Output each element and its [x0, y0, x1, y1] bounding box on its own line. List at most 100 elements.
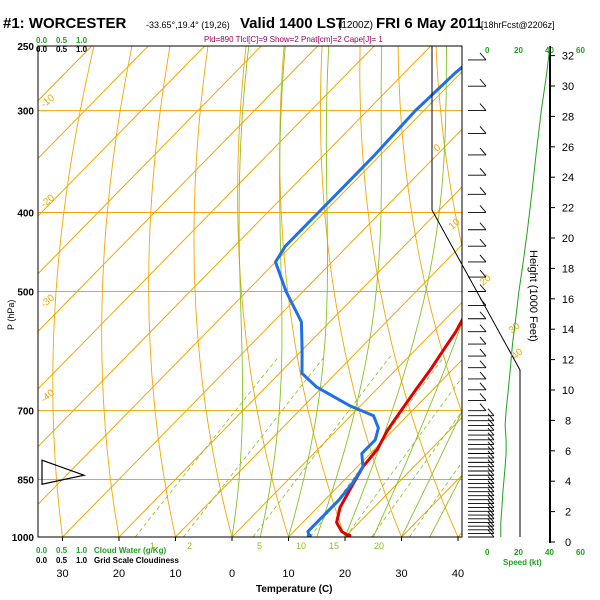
temp-tick-label: 10: [169, 568, 181, 580]
isotherm: [38, 46, 375, 390]
wind-panel-outline: [431, 46, 521, 537]
speed-top-0: 0: [485, 46, 490, 55]
wind-barb-flag: [479, 254, 487, 263]
temp-tick-label: 20: [339, 568, 351, 580]
speed-bot-20: 20: [514, 548, 523, 557]
dry-adiabat: [509, 17, 600, 555]
height-tick-label: 0: [565, 537, 571, 549]
wind-barb-flag: [479, 360, 487, 368]
isotherm: [38, 46, 206, 217]
dry-adiabat: [279, 46, 346, 537]
legend-cloudwater-1: 0.5: [56, 546, 68, 555]
pressure-tick-label: 700: [17, 407, 34, 418]
mixing-ratio-label: 2: [187, 541, 192, 551]
isotherm-label: -40: [39, 387, 57, 405]
legend-top2-2: 1.0: [76, 45, 88, 54]
legend-top-2: 1.0: [76, 36, 88, 45]
legend-cloudwater-2: 1.0: [76, 546, 88, 555]
dry-adiabat: [193, 46, 233, 537]
dry-adiabat: [148, 46, 176, 537]
mixing-ratio-line: [183, 355, 326, 537]
mixing-ratio-line: [409, 461, 462, 537]
isotherm-label: -10: [39, 92, 57, 110]
height-tick-label: 30: [562, 81, 574, 93]
forecast-run: [18hrFcst@2206z]: [481, 20, 555, 30]
pressure-tick-label: 400: [17, 208, 34, 219]
legend-cloudiness-2: 1.0: [76, 556, 88, 565]
speed-top-60: 60: [576, 46, 585, 55]
mixing-ratio-label: 20: [374, 541, 384, 551]
height-tick-label: 22: [562, 203, 574, 215]
dry-adiabat: [101, 46, 133, 537]
mixing-ratio-line: [371, 410, 462, 537]
moist-adiabat: [372, 321, 462, 537]
isotherm-label: -20: [39, 192, 57, 210]
isotherm: [175, 243, 462, 537]
height-tick-label: 18: [562, 263, 574, 275]
wind-barb-flag: [479, 348, 487, 357]
legend-top2-1: 0.5: [56, 45, 68, 54]
wind-speed-line: [500, 45, 551, 537]
moist-adiabat: [288, 46, 330, 537]
mixing-ratio-line: [252, 355, 391, 537]
isotherm: [118, 186, 462, 537]
speed-bot-40: 40: [545, 548, 554, 557]
moist-adiabat: [316, 46, 383, 537]
speed-top-20: 20: [514, 46, 523, 55]
isotherm: [62, 128, 462, 537]
wind-barb-flag: [479, 324, 487, 332]
wind-barb-flag: [487, 492, 495, 500]
pressure-tick-label: 250: [17, 42, 34, 53]
temp-tick-label: 10: [282, 568, 294, 580]
moist-adiabat: [344, 46, 447, 537]
dry-adiabat: [397, 46, 462, 415]
height-tick-label: 26: [562, 142, 574, 154]
legend-cloudiness-0: 0.0: [36, 556, 48, 565]
height-tick-label: 20: [562, 233, 574, 245]
stability-indices: Pld=890 Tlcl[C]=9 Show=2 Pnat[cm]=2 Cape…: [204, 35, 383, 44]
wind-barb-flag: [479, 187, 487, 195]
sounding-series: [274, 65, 462, 537]
legend-top2-0: 0.0: [36, 45, 48, 54]
wind-barb-flag: [479, 393, 487, 401]
wind-barb-flag: [479, 403, 487, 411]
legend-top-0: 0.0: [36, 36, 48, 45]
height-tick-label: 12: [562, 355, 574, 367]
wind-barb-flag: [487, 437, 495, 445]
wind-barb-flag: [487, 441, 495, 450]
height-tick-label: 6: [565, 446, 571, 458]
speed-bot-0: 0: [485, 548, 490, 557]
legend-cloudiness-1: 0.5: [56, 556, 68, 565]
y-axis-title: P (hPa): [6, 300, 16, 330]
wind-barb-flag: [479, 382, 487, 391]
height-tick-label: 28: [562, 111, 574, 123]
wind-barb-flag: [487, 463, 495, 472]
wind-barb-flag: [479, 311, 487, 320]
isotherm: [38, 46, 149, 160]
isotherm: [231, 301, 462, 537]
speed-bot-60: 60: [576, 548, 585, 557]
temp-tick-label: 20: [113, 568, 125, 580]
height-tick-label: 24: [562, 172, 574, 184]
dry-adiabat: [237, 46, 289, 537]
wind-barb-flag: [479, 284, 487, 292]
mixing-ratio-line: [345, 376, 462, 537]
isotherm: [38, 46, 432, 448]
moist-adiabat: [231, 46, 250, 537]
height-tick-label: 32: [562, 51, 574, 63]
dewpoint-line: [274, 65, 462, 537]
height-tick-label: 2: [565, 507, 571, 519]
wind-barb-flag: [487, 418, 495, 426]
temp-tick-label: 30: [395, 568, 407, 580]
wind-barb-flag: [479, 103, 487, 111]
height-axis-title: Height (1000 Feet): [527, 250, 539, 342]
legend-top-1: 0.5: [56, 36, 68, 45]
valid-time: Valid 1400 LST: [240, 15, 345, 32]
isotherm-label: 0: [432, 142, 444, 154]
height-tick-label: 10: [562, 385, 574, 397]
legend-cloudwater-0: 0.0: [36, 546, 48, 555]
height-tick-label: 4: [565, 476, 571, 488]
dry-adiabat: [547, 17, 600, 555]
